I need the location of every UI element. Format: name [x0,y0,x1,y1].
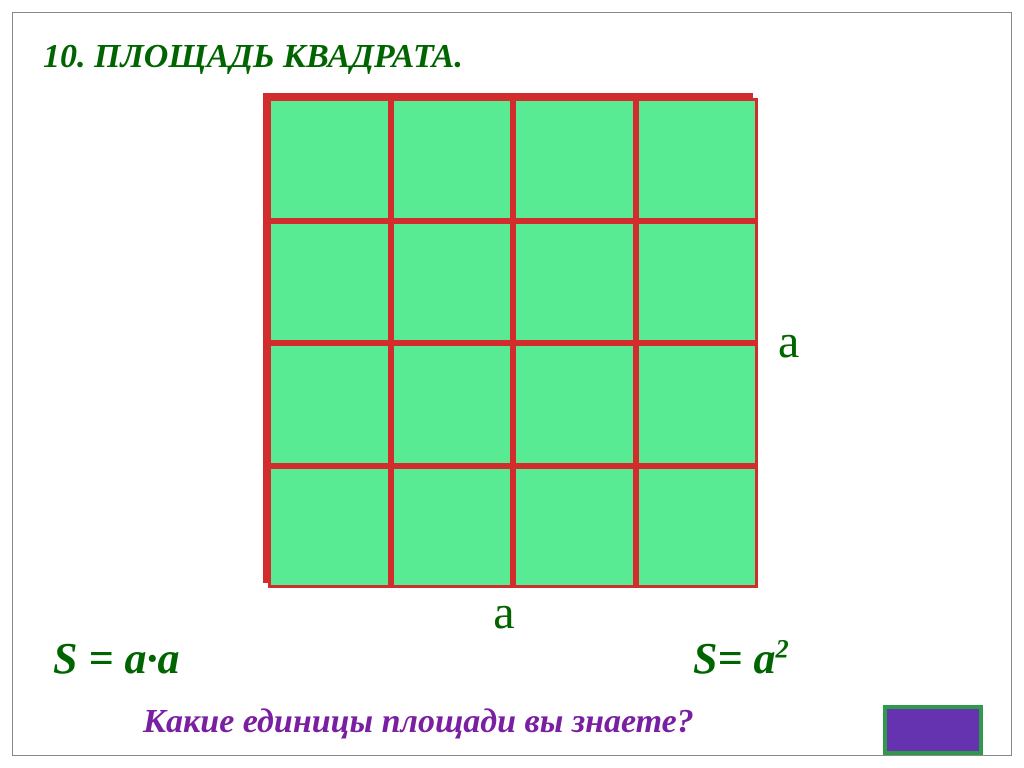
formula-left-dot: · [147,634,158,683]
purple-decorative-box [883,705,983,755]
formula-right-prefix: S= a [693,634,776,683]
grid-cell [268,466,391,589]
grid-cell [513,221,636,344]
grid-cell [636,343,759,466]
slide-frame: 10. ПЛОЩАДЬ КВАДРАТА. a a S = a·a S= a2 … [12,12,1012,756]
grid-cell [391,466,514,589]
grid-cell [268,98,391,221]
formula-left-suffix: a [158,634,180,683]
formula-right-sup: 2 [776,633,789,663]
grid-cell [513,343,636,466]
question-text: Какие единицы площади вы знаете? [143,703,694,741]
formula-left-prefix: S = a [53,634,147,683]
grid-cell [636,466,759,589]
grid-cell [513,466,636,589]
grid-cell [391,221,514,344]
grid-cell [268,343,391,466]
grid-cell [391,98,514,221]
grid-cell [636,221,759,344]
grid-cell [268,221,391,344]
formula-s-equals-a-squared: S= a2 [693,633,789,684]
square-grid [263,93,753,583]
side-label-right: a [778,314,799,369]
slide-title: 10. ПЛОЩАДЬ КВАДРАТА. [43,38,463,76]
grid-cell [513,98,636,221]
side-label-bottom: a [493,585,514,640]
formula-s-equals-a-times-a: S = a·a [53,633,180,684]
grid-cell [391,343,514,466]
grid-cell [636,98,759,221]
